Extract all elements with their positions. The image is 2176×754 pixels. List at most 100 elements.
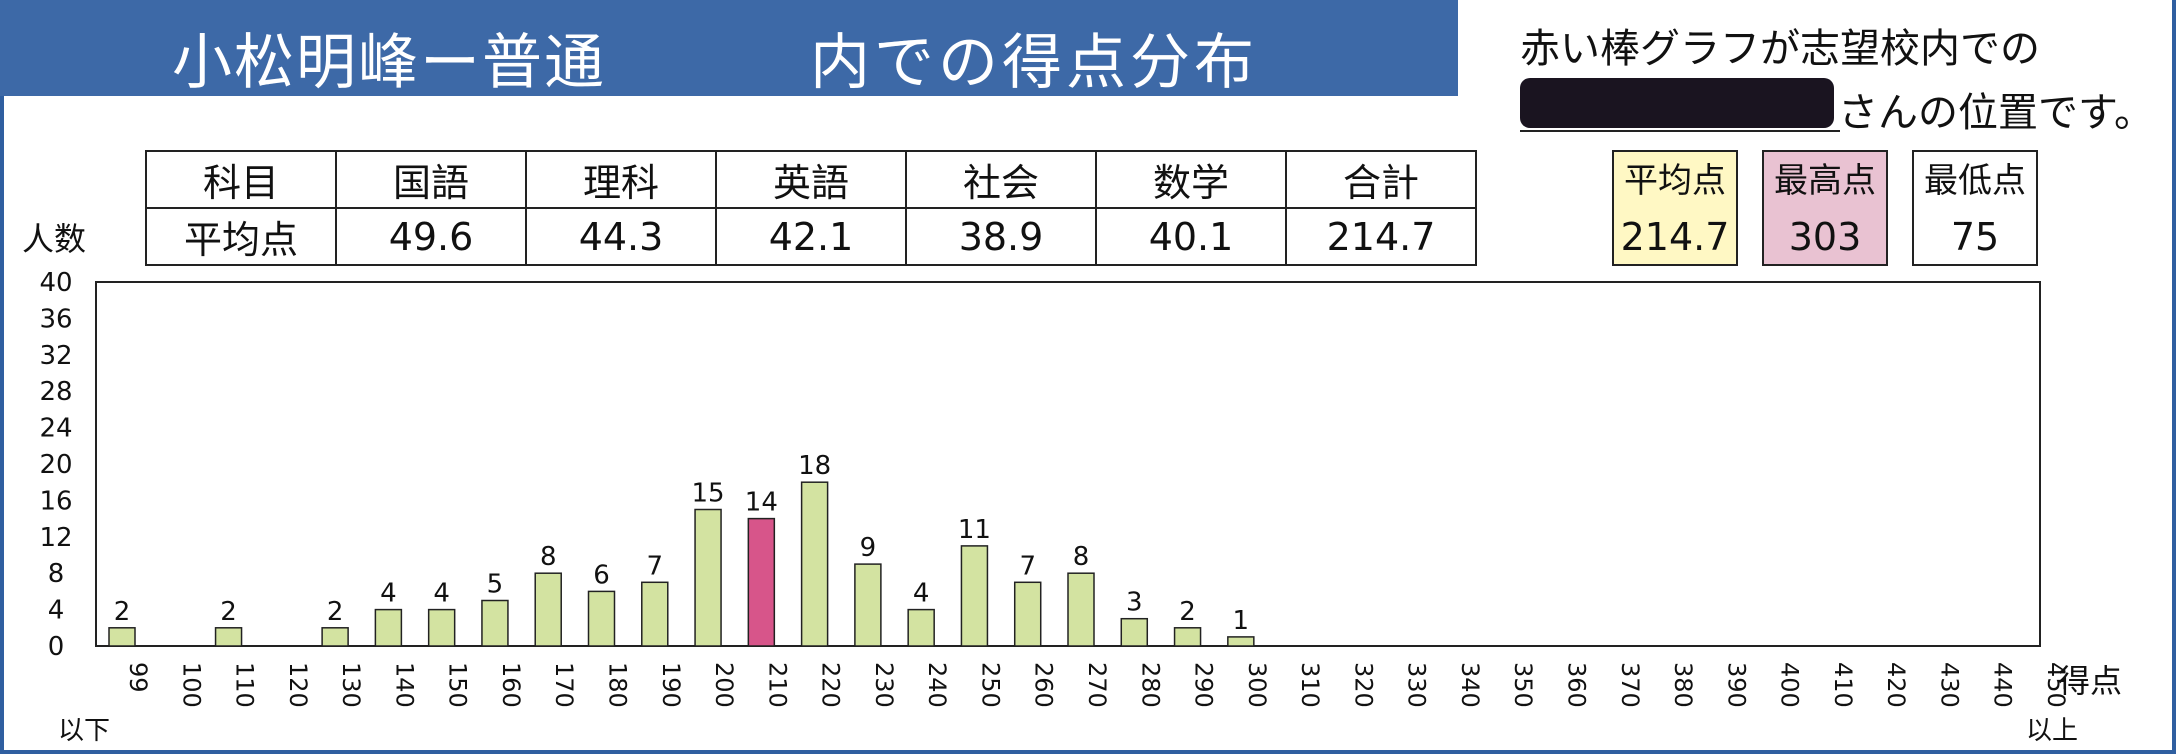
min-score-value: 75 bbox=[1950, 215, 2000, 259]
bar-data-label: 6 bbox=[593, 560, 610, 590]
x-tick-label: 210 bbox=[763, 662, 791, 708]
table-cell: 42.1 bbox=[715, 207, 907, 266]
bar-data-label: 4 bbox=[380, 579, 397, 609]
title-bar: 小松明峰ー普通 内での得点分布 bbox=[0, 0, 1458, 98]
title-school: 小松明峰ー普通 bbox=[172, 28, 606, 98]
bar-data-label: 8 bbox=[1073, 542, 1090, 572]
bar bbox=[641, 581, 669, 647]
y-tick-label: 32 bbox=[39, 341, 72, 371]
bar bbox=[1120, 617, 1149, 647]
max-score-box: 最高点 303 bbox=[1762, 150, 1888, 266]
x-tick-label: 170 bbox=[550, 662, 578, 708]
table-cell: 合計 bbox=[1285, 150, 1477, 209]
y-tick-label: 16 bbox=[39, 486, 72, 516]
bar-data-label: 14 bbox=[745, 488, 778, 518]
x-tick-label: 350 bbox=[1509, 662, 1537, 708]
x-tick-label: 320 bbox=[1349, 662, 1377, 708]
bar-data-label: 4 bbox=[913, 579, 930, 609]
bar-data-label: 2 bbox=[327, 597, 344, 627]
bar-data-label: 8 bbox=[540, 542, 557, 572]
min-score-box: 最低点 75 bbox=[1912, 150, 2038, 266]
max-score-value: 303 bbox=[1788, 215, 1862, 259]
name-underline bbox=[1520, 130, 1840, 132]
bar bbox=[907, 608, 935, 647]
bar-data-label: 4 bbox=[433, 579, 450, 609]
bar bbox=[694, 508, 722, 647]
bar-data-label: 9 bbox=[860, 533, 877, 563]
y-tick-label: 0 bbox=[48, 632, 65, 662]
redacted-name bbox=[1520, 78, 1834, 128]
y-axis-label: 人数 bbox=[22, 220, 87, 258]
x-tick-label: 280 bbox=[1136, 662, 1164, 708]
x-tick-label: 420 bbox=[1882, 662, 1910, 708]
bar-data-label: 2 bbox=[220, 597, 237, 627]
x-tick-label: 270 bbox=[1083, 662, 1111, 708]
average-score-box: 平均点 214.7 bbox=[1612, 150, 1738, 266]
table-cell: 数学 bbox=[1095, 150, 1287, 209]
x-tick-label: 250 bbox=[976, 662, 1004, 708]
table-cell: 科目 bbox=[145, 150, 337, 209]
table-header-row: 科目 国語 理科 英語 社会 数学 合計 bbox=[145, 150, 1477, 209]
x-tick-label: 290 bbox=[1190, 662, 1218, 708]
x-tick-label: 340 bbox=[1456, 662, 1484, 708]
bar bbox=[374, 608, 403, 647]
table-row: 平均点 49.6 44.3 42.1 38.9 40.1 214.7 bbox=[145, 207, 1477, 266]
x-tick-label: 400 bbox=[1776, 662, 1804, 708]
x-tick-label: 440 bbox=[1989, 662, 2017, 708]
bar bbox=[214, 627, 243, 647]
x-tick-label: 240 bbox=[923, 662, 951, 708]
x-tick-label: 370 bbox=[1616, 662, 1644, 708]
bar bbox=[800, 481, 829, 647]
min-score-label: 最低点 bbox=[1924, 161, 2026, 201]
average-score-label: 平均点 bbox=[1624, 161, 1726, 201]
x-tick-label: 230 bbox=[870, 662, 898, 708]
table-cell: 平均点 bbox=[145, 207, 337, 266]
bar-data-label: 2 bbox=[114, 597, 131, 627]
table-cell: 英語 bbox=[715, 150, 907, 209]
bar bbox=[1067, 572, 1095, 647]
bar-data-label: 2 bbox=[1179, 597, 1196, 627]
x-tick-label: 100 bbox=[177, 662, 205, 708]
y-tick-label: 40 bbox=[39, 268, 72, 298]
average-score-value: 214.7 bbox=[1620, 215, 1730, 259]
y-tick-label: 20 bbox=[39, 450, 72, 480]
x-axis-below-label: 以下 bbox=[58, 716, 111, 746]
x-axis-label: 得点 bbox=[2058, 662, 2123, 700]
bar-data-label: 7 bbox=[1019, 551, 1036, 581]
x-tick-label: 310 bbox=[1296, 662, 1324, 708]
table-cell: 社会 bbox=[905, 150, 1097, 209]
bar bbox=[321, 627, 349, 647]
table-cell: 38.9 bbox=[905, 207, 1097, 266]
x-tick-label: 120 bbox=[284, 662, 312, 708]
x-tick-label: 160 bbox=[497, 662, 525, 708]
subject-average-table: 科目 国語 理科 英語 社会 数学 合計 平均点 49.6 44.3 42.1 … bbox=[145, 150, 1477, 266]
y-tick-label: 12 bbox=[39, 523, 72, 553]
x-tick-label: 190 bbox=[657, 662, 685, 708]
y-tick-label: 28 bbox=[39, 377, 72, 407]
x-tick-label: 140 bbox=[390, 662, 418, 708]
x-tick-label: 330 bbox=[1403, 662, 1431, 708]
bar bbox=[587, 590, 616, 647]
x-tick-label: 150 bbox=[444, 662, 472, 708]
bar-data-label: 1 bbox=[1233, 606, 1250, 636]
bar bbox=[1227, 636, 1255, 647]
bar-data-label: 18 bbox=[798, 451, 831, 481]
bar bbox=[854, 563, 882, 647]
bar-data-label: 11 bbox=[958, 515, 991, 545]
x-tick-label: 410 bbox=[1829, 662, 1857, 708]
x-tick-label: 200 bbox=[710, 662, 738, 708]
x-tick-label: 300 bbox=[1243, 662, 1271, 708]
max-score-label: 最高点 bbox=[1774, 161, 1876, 201]
x-axis-above-label: 以上 bbox=[2026, 716, 2079, 746]
bar-data-label: 15 bbox=[692, 479, 725, 509]
x-tick-label: 260 bbox=[1030, 662, 1058, 708]
y-tick-label: 24 bbox=[39, 414, 72, 444]
bar-data-label: 5 bbox=[487, 570, 504, 600]
x-tick-label: 380 bbox=[1669, 662, 1697, 708]
x-tick-label: 390 bbox=[1722, 662, 1750, 708]
note-text-line2: さんの位置です。 bbox=[1838, 90, 2154, 136]
table-cell: 40.1 bbox=[1095, 207, 1287, 266]
bar bbox=[1013, 581, 1042, 647]
